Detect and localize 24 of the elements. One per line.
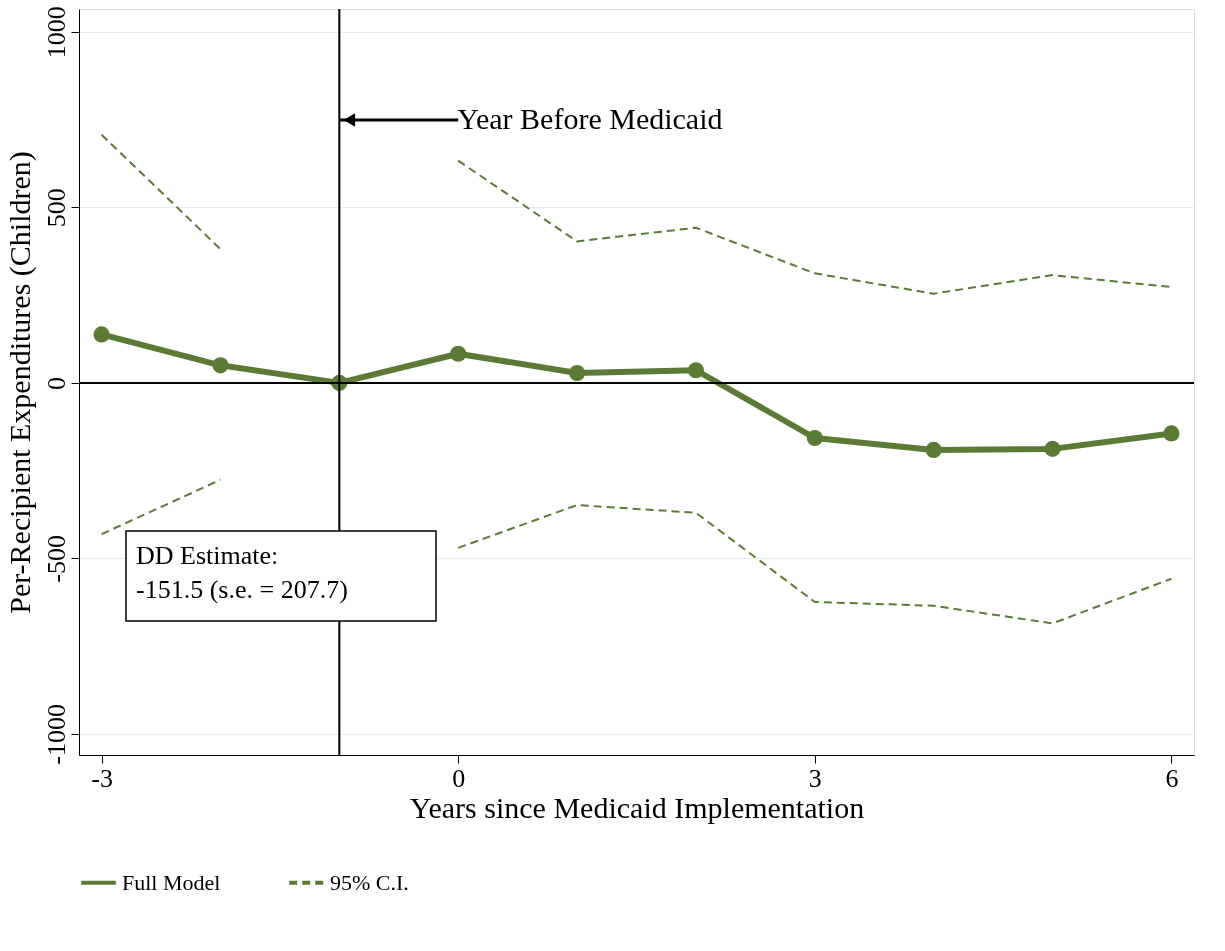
x-tick-label: 3 [808, 763, 822, 793]
y-tick-label: 0 [41, 376, 71, 390]
ref-line-label: Year Before Medicaid [457, 102, 723, 135]
legend-label: Full Model [122, 869, 221, 895]
y-tick-label: 500 [41, 188, 71, 228]
point [212, 357, 229, 374]
x-tick-label: 6 [1165, 763, 1179, 793]
legend-label: 95% C.I. [330, 869, 409, 895]
point [806, 429, 823, 447]
x-axis-title: Years since Medicaid Implementation [409, 790, 865, 824]
point [450, 345, 467, 362]
y-axis-title: Per-Recipient Expenditures (Children) [2, 151, 37, 614]
point [1163, 425, 1180, 442]
x-tick-label: 0 [452, 763, 466, 793]
y-tick-label: -1000 [41, 704, 71, 765]
y-tick-label: 1000 [41, 6, 71, 59]
point [569, 365, 586, 382]
point [1044, 440, 1061, 457]
point [925, 441, 942, 458]
y-tick-label: -500 [41, 535, 71, 583]
point [93, 326, 110, 343]
x-tick-label: -3 [91, 763, 113, 793]
point [687, 362, 704, 379]
annotation: DD Estimate: -151.5 (s.e. = 207.7) [136, 541, 348, 604]
